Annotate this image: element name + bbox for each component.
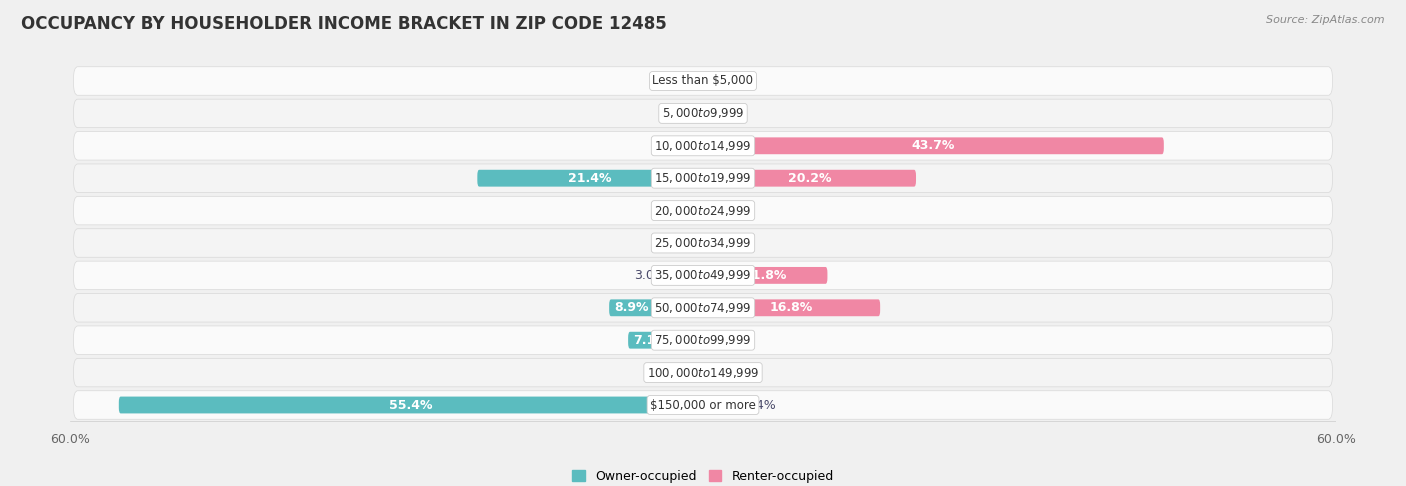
FancyBboxPatch shape (73, 67, 1333, 95)
FancyBboxPatch shape (73, 326, 1333, 354)
FancyBboxPatch shape (73, 196, 1333, 225)
FancyBboxPatch shape (73, 391, 1333, 419)
FancyBboxPatch shape (73, 261, 1333, 290)
FancyBboxPatch shape (658, 364, 703, 381)
Text: $50,000 to $74,999: $50,000 to $74,999 (654, 301, 752, 315)
Text: $150,000 or more: $150,000 or more (650, 399, 756, 412)
FancyBboxPatch shape (73, 229, 1333, 257)
Text: OCCUPANCY BY HOUSEHOLDER INCOME BRACKET IN ZIP CODE 12485: OCCUPANCY BY HOUSEHOLDER INCOME BRACKET … (21, 15, 666, 33)
Text: $75,000 to $99,999: $75,000 to $99,999 (654, 333, 752, 347)
FancyBboxPatch shape (609, 299, 703, 316)
Text: 20.2%: 20.2% (787, 172, 831, 185)
Text: 0.0%: 0.0% (662, 204, 695, 217)
Text: $25,000 to $34,999: $25,000 to $34,999 (654, 236, 752, 250)
FancyBboxPatch shape (672, 267, 703, 284)
Text: $20,000 to $24,999: $20,000 to $24,999 (654, 204, 752, 218)
Text: 0.0%: 0.0% (711, 74, 744, 87)
FancyBboxPatch shape (73, 164, 1333, 192)
FancyBboxPatch shape (628, 332, 703, 348)
Text: 0.0%: 0.0% (662, 107, 695, 120)
FancyBboxPatch shape (120, 397, 703, 414)
FancyBboxPatch shape (703, 267, 827, 284)
FancyBboxPatch shape (73, 99, 1333, 128)
Text: 7.1%: 7.1% (633, 334, 668, 347)
Text: 21.4%: 21.4% (568, 172, 612, 185)
FancyBboxPatch shape (478, 170, 703, 187)
Text: Source: ZipAtlas.com: Source: ZipAtlas.com (1267, 15, 1385, 25)
FancyBboxPatch shape (703, 332, 748, 348)
FancyBboxPatch shape (73, 294, 1333, 322)
FancyBboxPatch shape (703, 138, 1164, 154)
Text: 0.0%: 0.0% (662, 74, 695, 87)
FancyBboxPatch shape (73, 358, 1333, 387)
FancyBboxPatch shape (703, 397, 740, 414)
Legend: Owner-occupied, Renter-occupied: Owner-occupied, Renter-occupied (568, 465, 838, 486)
Text: 0.0%: 0.0% (711, 237, 744, 249)
Text: 0.0%: 0.0% (711, 107, 744, 120)
Text: 55.4%: 55.4% (389, 399, 433, 412)
Text: 0.0%: 0.0% (711, 366, 744, 379)
Text: 3.0%: 3.0% (634, 269, 666, 282)
FancyBboxPatch shape (73, 132, 1333, 160)
Text: 0.0%: 0.0% (711, 204, 744, 217)
Text: $100,000 to $149,999: $100,000 to $149,999 (647, 365, 759, 380)
Text: 16.8%: 16.8% (770, 301, 813, 314)
Text: 11.8%: 11.8% (744, 269, 787, 282)
Text: Less than $5,000: Less than $5,000 (652, 74, 754, 87)
FancyBboxPatch shape (703, 299, 880, 316)
FancyBboxPatch shape (703, 170, 917, 187)
Text: 0.0%: 0.0% (662, 237, 695, 249)
Text: $15,000 to $19,999: $15,000 to $19,999 (654, 171, 752, 185)
Text: 4.2%: 4.2% (707, 334, 742, 347)
Text: 0.0%: 0.0% (662, 139, 695, 152)
Text: 43.7%: 43.7% (911, 139, 955, 152)
Text: $10,000 to $14,999: $10,000 to $14,999 (654, 139, 752, 153)
Text: $35,000 to $49,999: $35,000 to $49,999 (654, 268, 752, 282)
Text: 3.4%: 3.4% (744, 399, 776, 412)
Text: $5,000 to $9,999: $5,000 to $9,999 (662, 106, 744, 121)
Text: 4.2%: 4.2% (664, 366, 699, 379)
Text: 8.9%: 8.9% (614, 301, 650, 314)
